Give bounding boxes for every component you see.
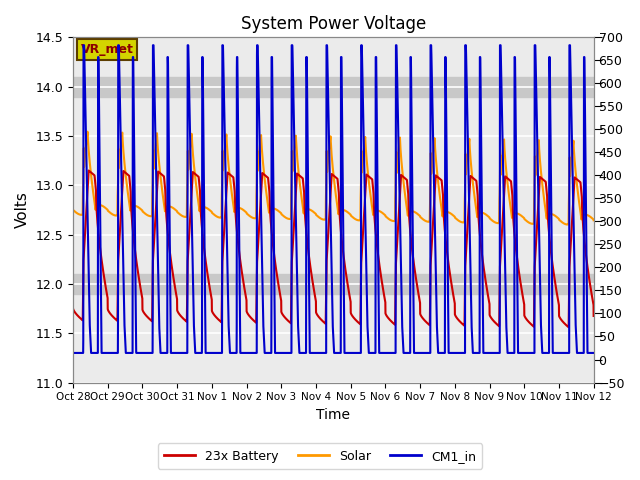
Bar — [73, 274, 594, 294]
CM1_in — [450, 350, 458, 356]
23x Battery — [69, 306, 77, 312]
Legend: 23x Battery, Solar, CM1_in: 23x Battery, Solar, CM1_in — [158, 444, 482, 469]
Solar — [450, 213, 458, 219]
23x Battery — [589, 300, 597, 306]
23x Battery — [421, 318, 429, 324]
Bar — [73, 77, 594, 96]
23x Battery — [85, 168, 93, 173]
CM1_in — [421, 350, 429, 356]
23x Battery — [450, 295, 458, 301]
CM1_in — [590, 350, 598, 356]
Solar — [564, 222, 572, 228]
CM1_in — [163, 350, 170, 356]
Solar — [163, 204, 170, 209]
23x Battery — [590, 313, 598, 319]
23x Battery — [479, 263, 487, 268]
Y-axis label: Volts: Volts — [15, 192, 30, 228]
Line: Solar: Solar — [73, 132, 594, 225]
Solar — [590, 217, 598, 223]
Text: VR_met: VR_met — [81, 43, 134, 56]
Line: 23x Battery: 23x Battery — [73, 170, 594, 327]
Solar — [314, 214, 321, 219]
23x Battery — [564, 324, 572, 330]
Solar — [421, 218, 429, 224]
CM1_in — [79, 42, 87, 48]
CM1_in — [589, 350, 597, 356]
Solar — [84, 129, 92, 134]
23x Battery — [314, 312, 321, 318]
Solar — [69, 207, 77, 213]
CM1_in — [479, 350, 487, 356]
Solar — [589, 216, 597, 222]
X-axis label: Time: Time — [316, 408, 350, 422]
23x Battery — [163, 218, 170, 224]
CM1_in — [69, 350, 77, 356]
CM1_in — [314, 350, 321, 356]
Solar — [479, 210, 487, 216]
Title: System Power Voltage: System Power Voltage — [241, 15, 426, 33]
Line: CM1_in: CM1_in — [73, 45, 594, 353]
